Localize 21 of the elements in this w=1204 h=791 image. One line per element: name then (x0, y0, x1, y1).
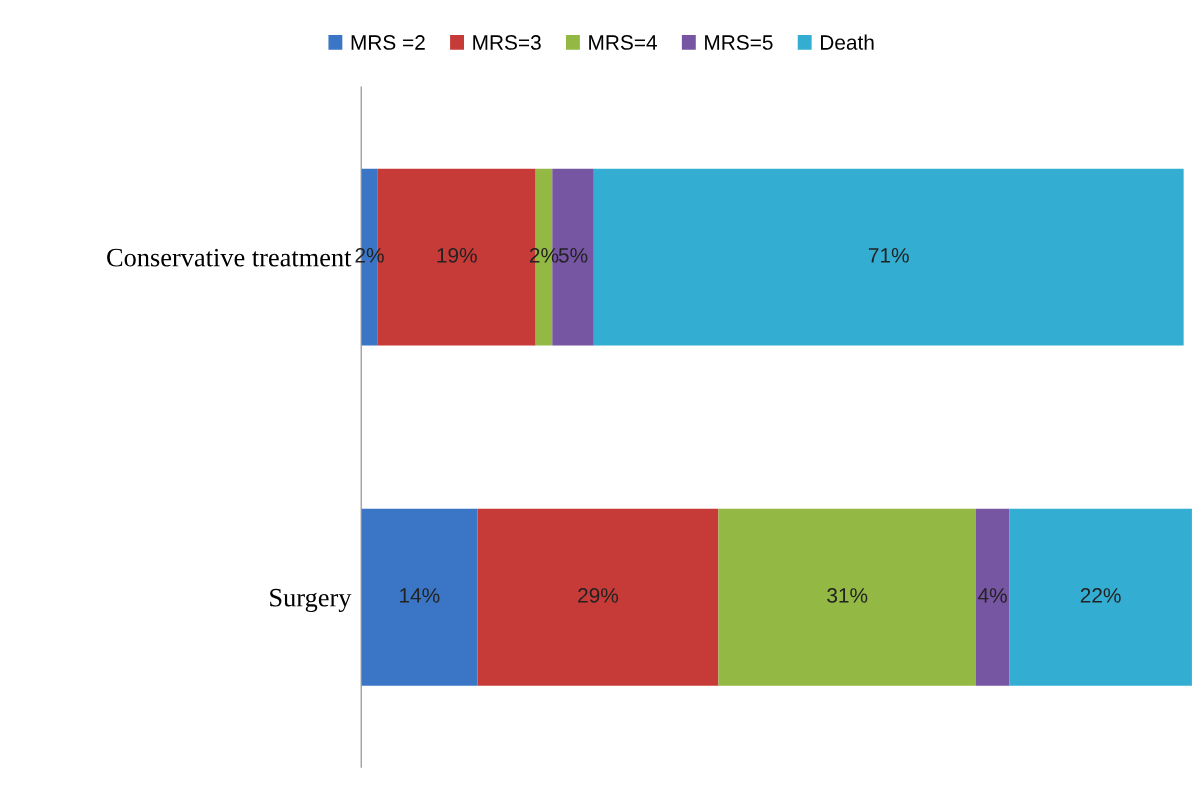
bar (975, 508, 1010, 686)
data-label: 19% (437, 247, 477, 263)
y-tick-label: Surgery (270, 588, 352, 613)
legend-label: MRS=5 (705, 35, 773, 50)
bar (593, 168, 1184, 346)
bar (1009, 508, 1192, 686)
data-label: 71% (868, 248, 909, 263)
data-label: 29% (578, 588, 619, 603)
legend-label: MRS=3 (473, 35, 541, 50)
legend-label: MRS =2 (351, 35, 425, 50)
legend-label: MRS=4 (589, 35, 657, 50)
bar (477, 508, 719, 686)
bar (718, 508, 976, 686)
legend-label: Death (820, 34, 874, 50)
data-label: 22% (1080, 588, 1121, 603)
data-label: 4% (978, 588, 1007, 603)
data-label: 5% (558, 248, 588, 263)
data-label: 31% (827, 588, 868, 603)
bar (361, 508, 478, 686)
y-tick-label: Conservative treatment (107, 248, 352, 267)
data-label: 14% (400, 588, 440, 603)
